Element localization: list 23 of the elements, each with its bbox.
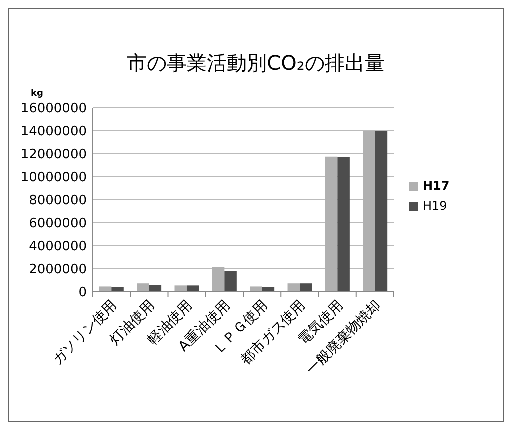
legend-label: H19 [423,199,448,213]
y-tick-label: 6000000 [29,216,87,232]
bar [375,131,388,292]
y-tick-label: 0 [78,286,87,301]
bar [174,286,187,292]
y-tick-label: 14000000 [20,124,87,140]
bar [250,286,262,292]
bar [137,284,150,292]
bar [186,286,200,292]
bar [99,286,112,292]
bar [224,271,237,292]
bar [300,284,312,292]
y-tick-label: 12000000 [20,148,87,163]
y-tick-label: 4000000 [29,240,87,255]
y-tick-label: 10000000 [20,170,87,186]
chart-title: 市の事業活動別CO₂の排出量 [127,51,385,75]
y-tick-label: 8000000 [29,194,87,209]
bar [288,284,300,292]
y-tick-label: 16000000 [20,102,87,117]
legend-label: H17 [423,179,450,193]
bar [338,157,350,292]
y-axis-title: kg [31,89,44,99]
y-tick-label: 2000000 [29,262,87,278]
